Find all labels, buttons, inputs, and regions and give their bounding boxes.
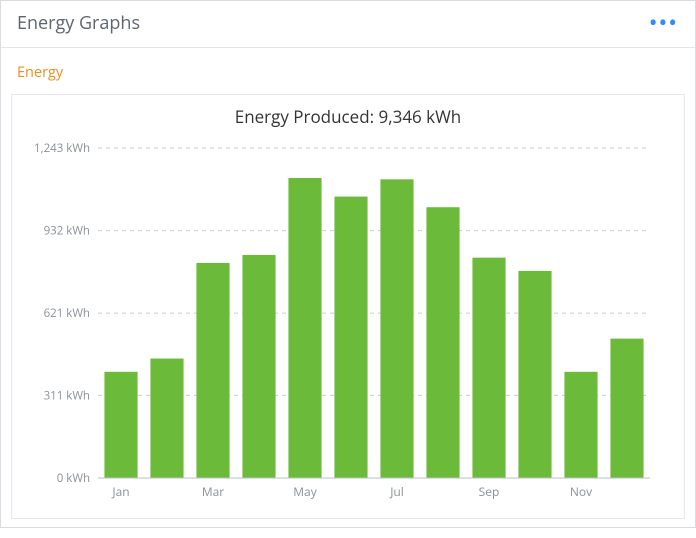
- chart-bar[interactable]: [610, 339, 643, 478]
- x-axis-tick-label: Jan: [111, 483, 129, 500]
- y-axis-tick-label: 621 kWh: [44, 306, 90, 321]
- chart-bar[interactable]: [242, 255, 275, 478]
- y-axis-tick-label: 0 kWh: [57, 471, 90, 486]
- chart-bar[interactable]: [426, 207, 459, 478]
- chart-bar[interactable]: [564, 372, 597, 478]
- y-axis-tick-label: 1,243 kWh: [34, 141, 90, 156]
- chart-bar[interactable]: [472, 258, 505, 478]
- chart-bar[interactable]: [150, 359, 183, 478]
- panel-header: Energy Graphs •••: [1, 1, 695, 48]
- x-axis-tick-label: Mar: [202, 483, 224, 500]
- more-horizontal-icon[interactable]: •••: [650, 14, 679, 32]
- energy-bar-chart: 0 kWh 311 kWh 621 kWh 932 kWh 1,243 kWh Jan Ma…: [20, 138, 660, 506]
- chart-bar[interactable]: [196, 263, 229, 478]
- energy-panel: Energy Graphs ••• Energy Energy Produced…: [0, 0, 696, 528]
- chart-title: Energy Produced: 9,346 kWh: [20, 105, 676, 128]
- x-axis-tick-label: Sep: [479, 483, 500, 500]
- x-axis-tick-label: May: [293, 483, 317, 500]
- chart-container: Energy Produced: 9,346 kWh 0 kWh 311 kWh 6…: [1, 86, 695, 527]
- panel-subheader: Energy: [1, 48, 695, 86]
- chart-bar[interactable]: [518, 271, 551, 478]
- chart-bar[interactable]: [380, 179, 413, 478]
- chart-bar[interactable]: [104, 372, 137, 478]
- y-axis-tick-label: 932 kWh: [44, 224, 90, 239]
- chart-bar[interactable]: [288, 178, 321, 478]
- x-axis-tick-label: Nov: [570, 483, 592, 500]
- y-axis-tick-label: 311 kWh: [44, 388, 90, 403]
- x-axis-tick-label: Jul: [389, 483, 404, 500]
- chart-card: Energy Produced: 9,346 kWh 0 kWh 311 kWh 6…: [11, 94, 685, 519]
- panel-title: Energy Graphs: [17, 11, 140, 35]
- energy-tab-label[interactable]: Energy: [17, 63, 63, 82]
- chart-bar[interactable]: [334, 197, 367, 478]
